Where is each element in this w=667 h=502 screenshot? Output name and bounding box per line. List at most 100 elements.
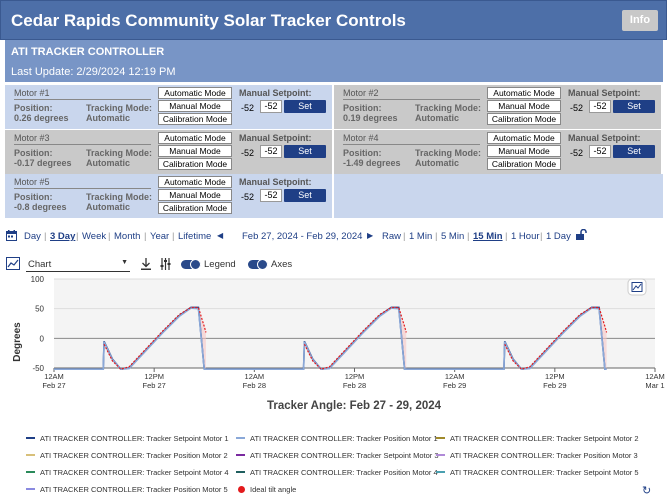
manual-mode-button[interactable]: Manual Mode bbox=[158, 189, 232, 201]
legend-toggle[interactable] bbox=[181, 259, 201, 270]
divider bbox=[14, 188, 151, 189]
series-line bbox=[54, 307, 607, 371]
x-tick-date: Feb 28 bbox=[343, 381, 366, 390]
interval-raw[interactable]: Raw bbox=[382, 231, 402, 242]
manual-mode-button[interactable]: Manual Mode bbox=[158, 100, 232, 112]
series-line bbox=[103, 306, 207, 370]
chart-type-select[interactable]: Chart ▼ bbox=[26, 257, 130, 272]
interval-5min[interactable]: 5 Min bbox=[441, 231, 465, 242]
tracking-mode-value: Automatic bbox=[415, 113, 460, 123]
range-month[interactable]: Month bbox=[114, 231, 141, 242]
range-week[interactable]: Week bbox=[82, 231, 107, 242]
set-button[interactable]: Set bbox=[284, 145, 326, 158]
position-value: 0.26 degrees bbox=[14, 113, 69, 123]
interval-1day[interactable]: 1 Day bbox=[546, 231, 571, 242]
divider bbox=[343, 99, 480, 100]
set-button[interactable]: Set bbox=[284, 100, 326, 113]
interval-1min[interactable]: 1 Min bbox=[409, 231, 433, 242]
motor-position: Position: -0.8 degrees bbox=[14, 192, 67, 212]
x-tick-time: 12AM bbox=[445, 372, 465, 381]
interval-15min[interactable]: 15 Min bbox=[473, 231, 503, 242]
automatic-mode-button[interactable]: Automatic Mode bbox=[487, 132, 561, 144]
calibration-mode-button[interactable]: Calibration Mode bbox=[158, 202, 232, 214]
motor-tracking: Tracking Mode: Automatic bbox=[415, 103, 482, 123]
x-tick-date: Feb 29 bbox=[543, 381, 566, 390]
set-button[interactable]: Set bbox=[613, 145, 655, 158]
chevron-left-icon[interactable]: ◀ bbox=[217, 231, 224, 240]
legend-label: Ideal tilt angle bbox=[250, 485, 297, 494]
legend-label: ATI TRACKER CONTROLLER: Tracker Setpoint… bbox=[40, 434, 229, 443]
legend-label: ATI TRACKER CONTROLLER: Tracker Setpoint… bbox=[40, 468, 229, 477]
legend-label: ATI TRACKER CONTROLLER: Tracker Setpoint… bbox=[450, 434, 639, 443]
download-icon[interactable] bbox=[141, 258, 151, 273]
manual-mode-button[interactable]: Manual Mode bbox=[487, 145, 561, 157]
setpoint-input[interactable]: -52 bbox=[260, 189, 282, 202]
position-value: -1.49 degrees bbox=[343, 158, 401, 168]
manual-mode-button[interactable]: Manual Mode bbox=[487, 100, 561, 112]
legend-swatch bbox=[436, 437, 445, 439]
tracking-mode-value: Automatic bbox=[415, 158, 460, 168]
manual-mode-button[interactable]: Manual Mode bbox=[158, 145, 232, 157]
chart-type-value: Chart bbox=[28, 259, 52, 270]
automatic-mode-button[interactable]: Automatic Mode bbox=[158, 176, 232, 188]
motor-tracking: Tracking Mode: Automatic bbox=[86, 103, 153, 123]
setpoint-input[interactable]: -52 bbox=[589, 100, 611, 113]
motor-position: Position: -1.49 degrees bbox=[343, 148, 401, 168]
automatic-mode-button[interactable]: Automatic Mode bbox=[158, 87, 232, 99]
x-tick-time: 12PM bbox=[144, 372, 164, 381]
set-button[interactable]: Set bbox=[613, 100, 655, 113]
range-day[interactable]: Day bbox=[24, 231, 41, 242]
calibration-mode-button[interactable]: Calibration Mode bbox=[487, 158, 561, 170]
manual-setpoint-label: Manual Setpoint: bbox=[239, 88, 312, 98]
date-range[interactable]: Feb 27, 2024 - Feb 29, 2024 bbox=[242, 231, 363, 242]
info-button[interactable]: Info bbox=[622, 10, 658, 31]
setpoint-value: -52 bbox=[570, 103, 584, 113]
calibration-mode-button[interactable]: Calibration Mode bbox=[487, 113, 561, 125]
motor-panel-5: Motor #5 Position: -0.8 degrees Tracking Mo… bbox=[5, 174, 332, 218]
motor-panel-4: Motor #4 Position: -1.49 degrees Tracking M… bbox=[334, 130, 661, 174]
calendar-icon[interactable] bbox=[6, 230, 17, 244]
calibration-mode-button[interactable]: Calibration Mode bbox=[158, 158, 232, 170]
x-tick-date: Feb 27 bbox=[42, 381, 65, 390]
app-header: Cedar Rapids Community Solar Tracker Con… bbox=[0, 0, 667, 40]
tracking-mode-value: Automatic bbox=[86, 113, 131, 123]
manual-setpoint-label: Manual Setpoint: bbox=[568, 88, 641, 98]
axes-toggle[interactable] bbox=[248, 259, 268, 270]
setpoint-input[interactable]: -52 bbox=[589, 145, 611, 158]
automatic-mode-button[interactable]: Automatic Mode bbox=[158, 132, 232, 144]
range-lifetime[interactable]: Lifetime bbox=[178, 231, 212, 242]
controller-name: ATI TRACKER CONTROLLER bbox=[11, 46, 165, 58]
x-tick-date: Feb 29 bbox=[443, 381, 466, 390]
time-range-bar: Day | 3 Day | Week | Month | Year | Life… bbox=[0, 228, 667, 246]
setpoint-input[interactable]: -52 bbox=[260, 145, 282, 158]
app-title: Cedar Rapids Community Solar Tracker Con… bbox=[11, 11, 406, 30]
legend-label: ATI TRACKER CONTROLLER: Tracker Position… bbox=[40, 485, 228, 494]
settings-sliders-icon[interactable] bbox=[160, 258, 171, 273]
set-button[interactable]: Set bbox=[284, 189, 326, 202]
manual-setpoint-label: Manual Setpoint: bbox=[568, 133, 641, 143]
chevron-right-icon[interactable]: ▶ bbox=[367, 231, 374, 240]
divider bbox=[14, 144, 151, 145]
axes-toggle-label: Axes bbox=[271, 259, 293, 270]
legend-swatch bbox=[236, 471, 245, 473]
automatic-mode-button[interactable]: Automatic Mode bbox=[487, 87, 561, 99]
calibration-mode-button[interactable]: Calibration Mode bbox=[158, 113, 232, 125]
chart-export-icon[interactable] bbox=[627, 278, 647, 296]
setpoint-input[interactable]: -52 bbox=[260, 100, 282, 113]
interval-1hour[interactable]: 1 Hour bbox=[511, 231, 540, 242]
x-tick-date: Mar 1 bbox=[645, 381, 664, 390]
range-3day[interactable]: 3 Day bbox=[50, 231, 76, 242]
chart-view-icon[interactable] bbox=[6, 257, 20, 273]
legend-label: ATI TRACKER CONTROLLER: Tracker Setpoint… bbox=[250, 451, 439, 460]
motor-position: Position: 0.26 degrees bbox=[14, 103, 69, 123]
plot-area bbox=[54, 279, 655, 368]
last-update: Last Update: 2/29/2024 12:19 PM bbox=[11, 66, 176, 78]
chart-legend: ATI TRACKER CONTROLLER: Tracker Setpoint… bbox=[0, 430, 667, 500]
motor-tracking: Tracking Mode: Automatic bbox=[86, 192, 153, 212]
range-year[interactable]: Year bbox=[150, 231, 170, 242]
motor-tracking: Tracking Mode: Automatic bbox=[415, 148, 482, 168]
legend-swatch bbox=[436, 454, 445, 456]
unlock-icon[interactable] bbox=[575, 228, 587, 244]
refresh-icon[interactable]: ↻ bbox=[642, 485, 652, 497]
position-value: 0.19 degrees bbox=[343, 113, 398, 123]
